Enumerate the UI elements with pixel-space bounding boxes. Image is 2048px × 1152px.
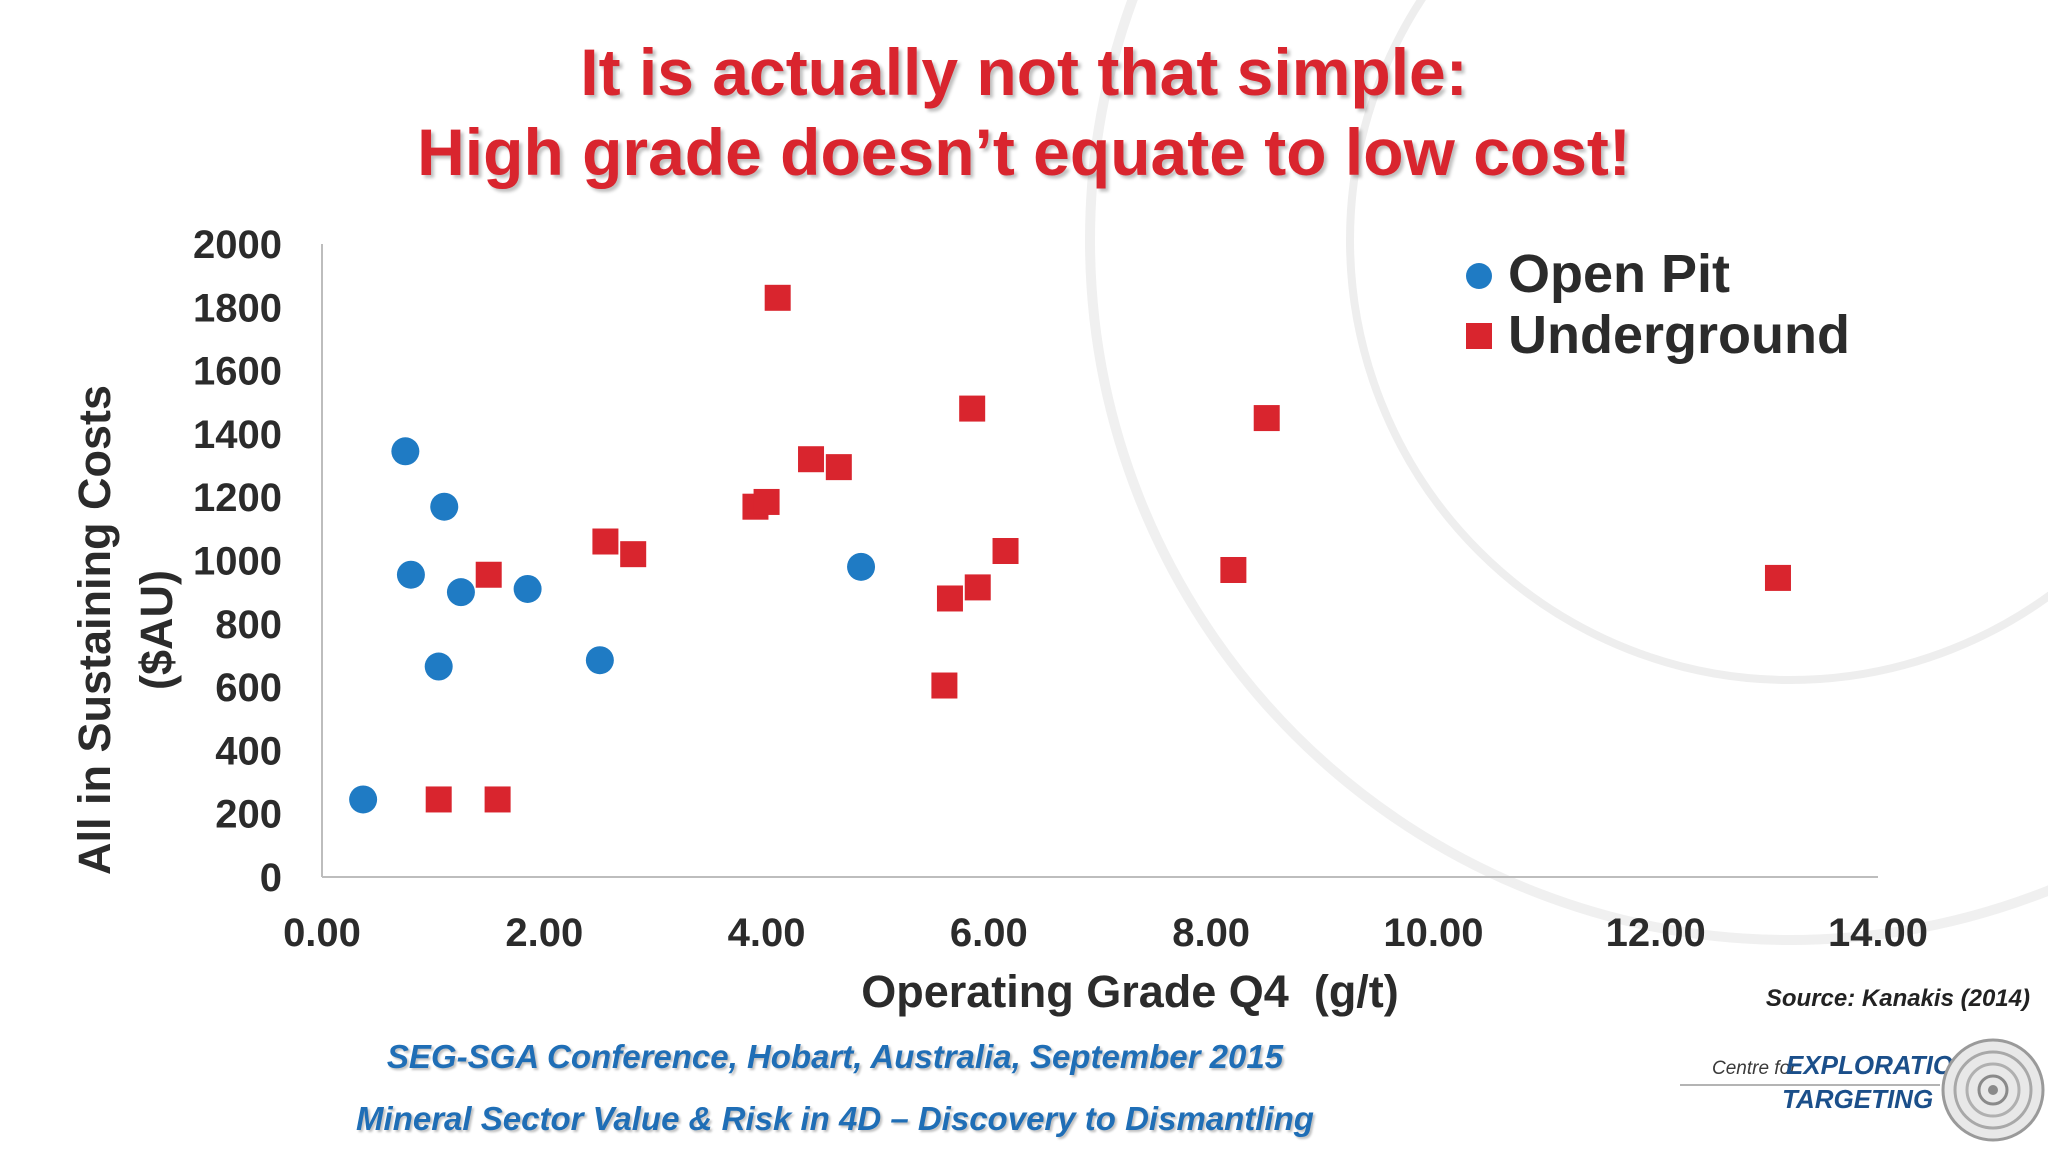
y-tick-label: 2000 — [193, 223, 282, 267]
conference-theme-footer: Mineral Sector Value & Risk in 4D – Disc… — [356, 1100, 1314, 1137]
centre-for-exploration-targeting-logo: Centre for EXPLORATION TARGETING — [1678, 1028, 2048, 1152]
x-tick-label: 14.00 — [1828, 911, 1928, 955]
y-tick-labels: 0 200 400 600 800 1000 1200 1400 1600 1800 2000 — [193, 223, 282, 900]
underground-point — [825, 454, 852, 481]
source-citation: Source: Kanakis (2014) — [1765, 985, 2030, 1012]
underground-point — [964, 574, 991, 601]
y-tick-label: 1600 — [193, 350, 282, 394]
underground-point — [931, 672, 958, 699]
x-tick-label: 10.00 — [1383, 911, 1483, 955]
y-tick-label: 1200 — [193, 476, 282, 520]
y-tick-label: 400 — [215, 729, 282, 773]
open-pit-point — [513, 574, 542, 603]
x-tick-label: 6.00 — [950, 911, 1028, 955]
underground-point — [425, 786, 452, 813]
y-tick-label: 200 — [215, 793, 282, 837]
open-pit-point — [424, 652, 453, 681]
legend-underground-label: Underground — [1508, 305, 1850, 365]
underground-point — [992, 538, 1019, 565]
conference-footer: SEG-SGA Conference, Hobart, Australia, S… — [386, 1038, 1284, 1075]
y-tick-label: 0 — [260, 856, 282, 900]
y-tick-label: 1400 — [193, 413, 282, 457]
legend: Open Pit Underground — [1466, 244, 1850, 365]
legend-underground-marker — [1466, 323, 1492, 349]
underground-point — [475, 561, 502, 588]
y-tick-label: 1800 — [193, 286, 282, 330]
underground-point — [1764, 564, 1791, 591]
scatter-chart: 0 200 400 600 800 1000 1200 1400 1600 1800 2000 0.… — [69, 223, 1928, 1017]
x-tick-labels: 0.00 2.00 4.00 6.00 8.00 10.00 12.00 14.00 — [283, 911, 1928, 955]
open-pit-point — [446, 578, 475, 607]
x-tick-label: 4.00 — [728, 911, 806, 955]
y-tick-label: 600 — [215, 666, 282, 710]
logo-centre-for-text: Centre for — [1712, 1058, 1797, 1079]
legend-open-pit-label: Open Pit — [1508, 244, 1730, 304]
x-tick-label: 0.00 — [283, 911, 361, 955]
y-axis-label-line-1: All in Sustaining Costs — [69, 385, 120, 875]
logo-exploration-text: EXPLORATION — [1786, 1050, 1972, 1080]
underground-point — [959, 395, 986, 422]
underground-point — [753, 488, 780, 515]
underground-point — [484, 786, 511, 813]
open-pit-point — [396, 560, 425, 589]
x-tick-label: 8.00 — [1172, 911, 1250, 955]
y-axis-label-line-2: ($AU) — [131, 570, 182, 690]
data-points — [349, 284, 1791, 814]
open-pit-point — [585, 646, 614, 675]
open-pit-point — [430, 492, 459, 521]
x-axis-label: Operating Grade Q4 (g/t) — [861, 966, 1399, 1017]
logo-divider-line — [1680, 1084, 1940, 1086]
underground-point — [798, 446, 825, 473]
x-tick-label: 12.00 — [1606, 911, 1706, 955]
open-pit-point — [391, 437, 420, 466]
underground-point — [620, 541, 647, 568]
underground-point — [764, 284, 791, 311]
y-tick-label: 1000 — [193, 540, 282, 584]
logo-targeting-text: TARGETING — [1782, 1084, 1934, 1114]
underground-point — [592, 528, 619, 555]
open-pit-point — [349, 785, 378, 814]
y-axis-label: All in Sustaining Costs ($AU) — [69, 385, 182, 875]
x-tick-label: 2.00 — [505, 911, 583, 955]
y-tick-label: 800 — [215, 603, 282, 647]
open-pit-point — [847, 552, 876, 581]
logo-target-rings-icon — [1941, 1038, 2045, 1142]
slide-title-line-2: High grade doesn’t equate to low cost! — [417, 115, 1631, 189]
legend-open-pit-marker — [1466, 263, 1492, 289]
underground-point — [1253, 405, 1280, 432]
underground-point — [936, 585, 963, 612]
slide-title-line-1: It is actually not that simple: — [580, 35, 1468, 109]
underground-point — [1220, 556, 1247, 583]
